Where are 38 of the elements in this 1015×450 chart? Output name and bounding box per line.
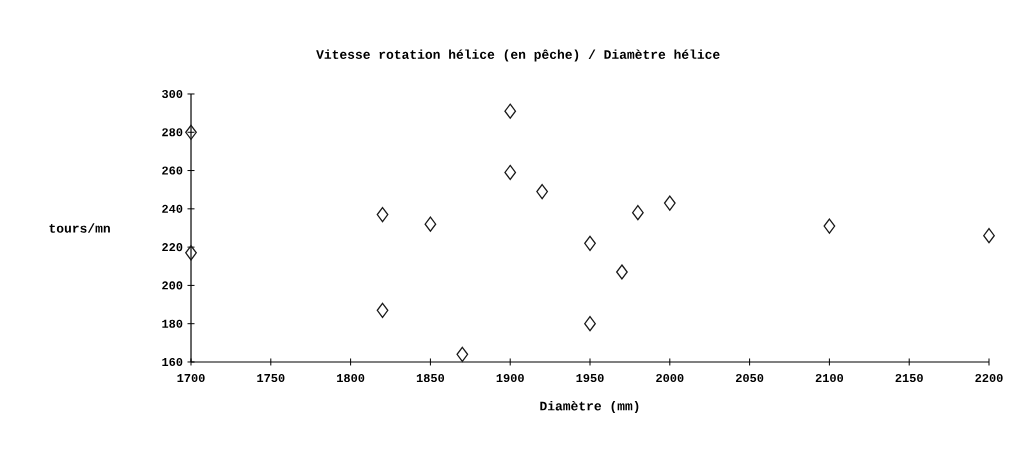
point [185, 124, 197, 140]
x-tick-label: 2150 [895, 374, 923, 383]
point [456, 346, 469, 362]
point [983, 227, 995, 244]
x-tick-label: 2050 [735, 374, 764, 383]
y-tick-label: 240 [162, 204, 183, 213]
y-tick-label: 260 [162, 166, 183, 175]
point [584, 316, 596, 332]
y-tick-label: 160 [162, 357, 183, 367]
point [424, 216, 437, 232]
chart-title: Vitesse rotation hélice (en pêche) / Diamètre hélice [316, 49, 720, 62]
x-axis-title: Diamètre (mm) [540, 400, 639, 414]
point [376, 302, 389, 318]
point [631, 205, 644, 221]
x-tick-label: 1900 [496, 374, 524, 383]
point [616, 264, 628, 280]
y-tick-label: 220 [162, 243, 183, 252]
point [536, 183, 549, 200]
x-tick-label: 1850 [416, 374, 445, 383]
point [663, 195, 676, 211]
y-axis-title: tours/mn [49, 223, 110, 233]
point [584, 235, 596, 251]
y-tick-label: 300 [162, 89, 183, 99]
x-tick-label: 2200 [975, 374, 1003, 383]
point [185, 245, 197, 261]
y-tick-label: 200 [162, 281, 183, 290]
point [823, 218, 836, 234]
x-tick-label: 2000 [656, 374, 684, 383]
y-tick-label: 180 [162, 319, 183, 328]
point [504, 164, 517, 181]
point [504, 103, 517, 119]
x-tick-label: 2100 [815, 374, 844, 383]
x-tick-label: 1800 [337, 374, 365, 383]
y-tick-label: 280 [162, 128, 183, 137]
x-tick-label: 1700 [177, 374, 205, 383]
x-tick-label: 1950 [576, 374, 604, 383]
point [376, 206, 389, 223]
x-tick-label: 1750 [257, 374, 285, 383]
